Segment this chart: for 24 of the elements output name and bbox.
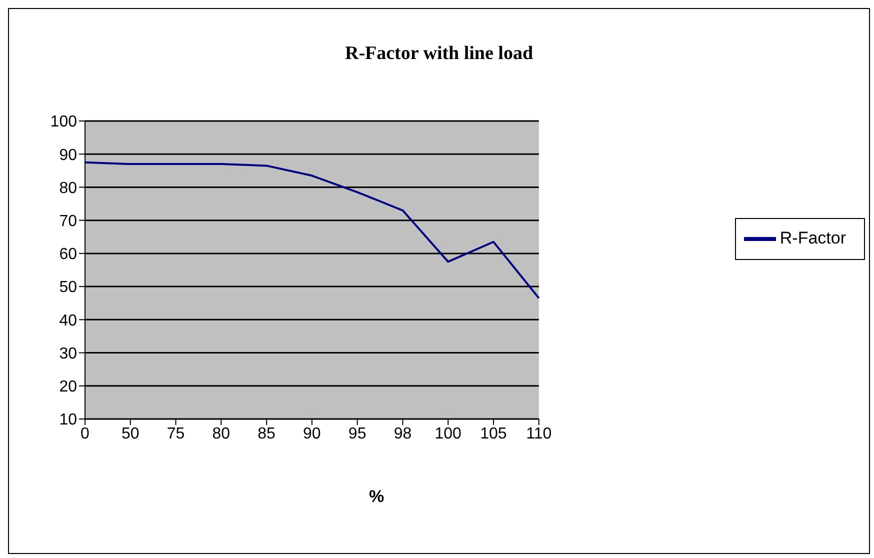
y-tick-label: 50 (59, 279, 78, 296)
chart-title: R-Factor with line load (344, 43, 534, 65)
x-tick-label: 100 (434, 425, 462, 442)
x-axis-title: % (368, 487, 386, 507)
legend-label: R-Factor (780, 228, 846, 248)
x-tick-label: 110 (526, 425, 552, 442)
x-tick-label: 80 (212, 425, 230, 442)
y-tick-label: 10 (59, 412, 78, 429)
x-tick-label: 0 (80, 425, 90, 442)
y-tick-label: 100 (50, 114, 78, 131)
y-tick-label: 80 (59, 180, 78, 197)
x-tick-label: 95 (348, 425, 366, 442)
y-tick-label: 30 (59, 345, 78, 362)
x-tick-label: 90 (303, 425, 321, 442)
y-tick-label: 40 (59, 312, 78, 330)
x-tick-label: 98 (394, 425, 412, 442)
x-tick-label: 75 (166, 425, 185, 442)
y-tick-label: 60 (59, 246, 78, 264)
y-tick-label: 90 (59, 146, 78, 164)
x-tick-label: 105 (480, 425, 507, 442)
y-tick-label: 70 (59, 213, 78, 230)
y-tick-label: 20 (59, 378, 78, 396)
x-tick-label: 85 (258, 425, 276, 442)
x-tick-label: 50 (121, 425, 140, 442)
